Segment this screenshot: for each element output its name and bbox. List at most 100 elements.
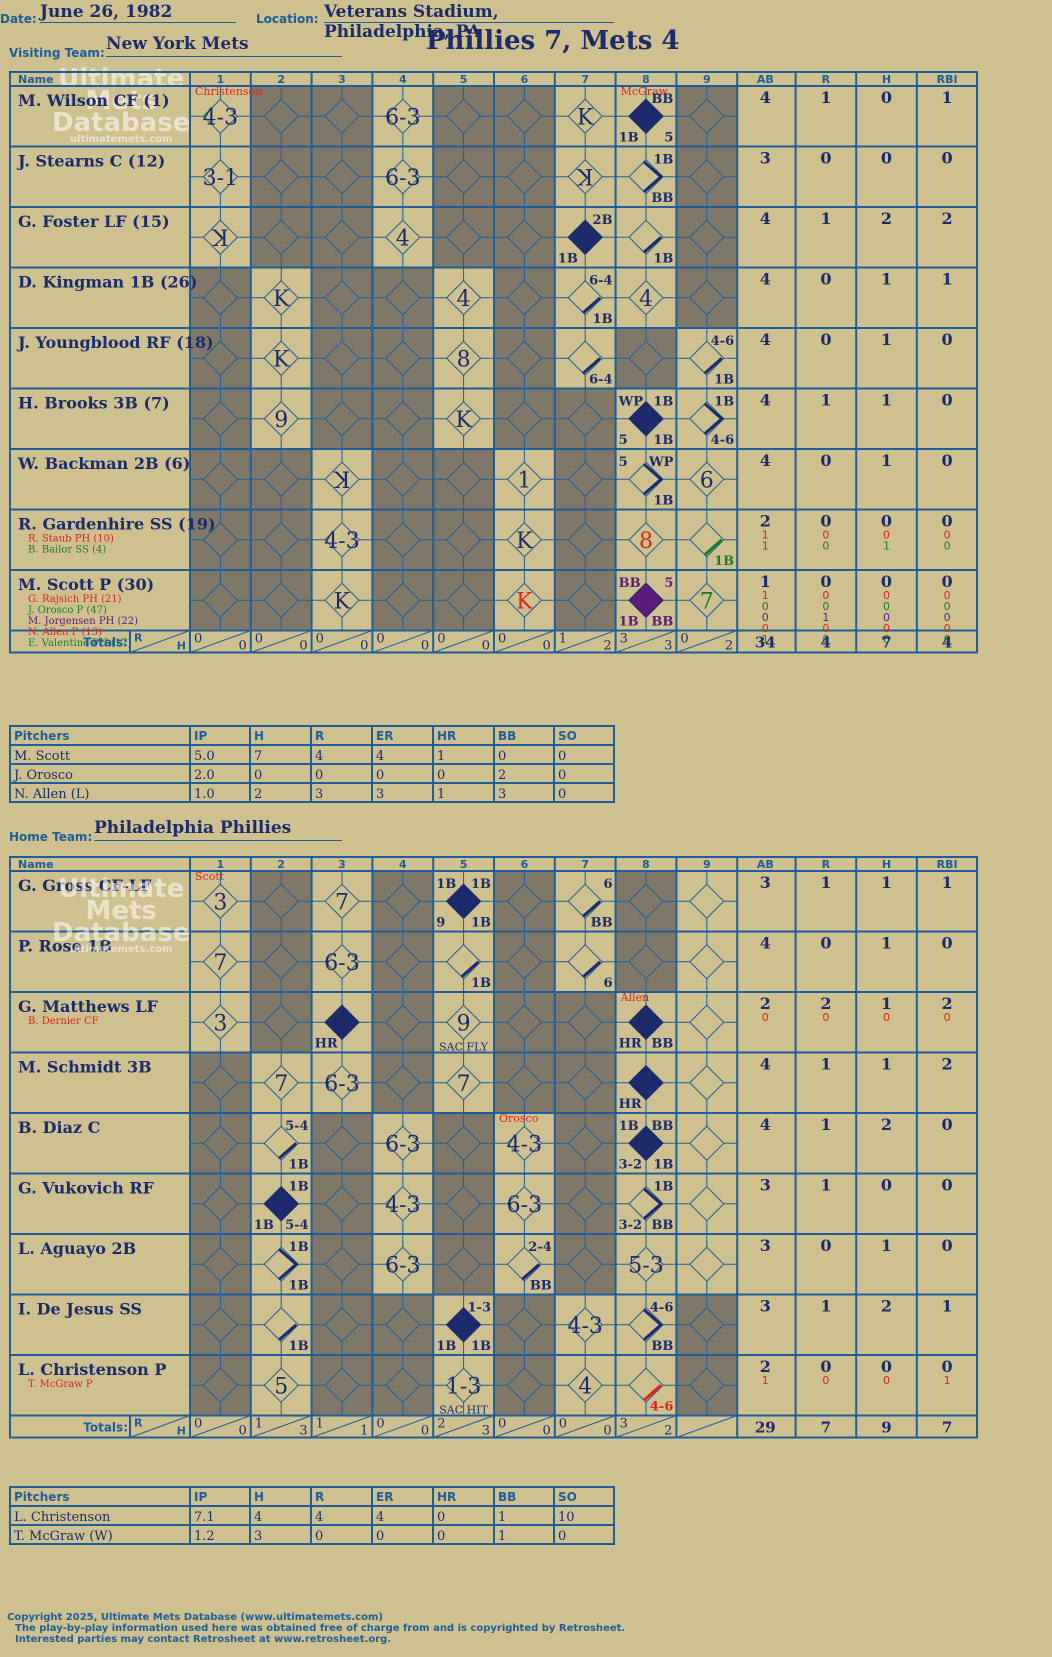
home-play-cell: HR (619, 1065, 664, 1112)
home-pitchers-header: ER (376, 1490, 393, 1504)
home-play-cell: 4-6 (643, 1384, 673, 1415)
home-player-name: L. Aguayo 2B (18, 1239, 136, 1258)
visitor-stat-h: 0 (881, 572, 892, 591)
home-diamond (445, 1065, 482, 1101)
visitor-inning-hits: 0 (299, 639, 307, 654)
play-annotation: 4-6 (711, 433, 735, 448)
play-result: 3 (213, 1011, 227, 1036)
visitor-stat-r: 0 (820, 270, 831, 289)
home-diamond (567, 1367, 603, 1403)
visitor-substitute-name: M. Jorgensen PH (22) (28, 616, 138, 627)
visitor-diamond (445, 461, 482, 497)
home-play-cell: 1B (278, 1323, 309, 1354)
visitor-stat-r: 1 (820, 209, 831, 228)
visitor-diamond (689, 522, 725, 558)
play-result: 1 (517, 468, 531, 493)
visitor-play-cell: 1B BB (643, 153, 673, 206)
home-diamond (506, 1065, 543, 1101)
visitor-diamond (202, 98, 239, 134)
visitor-diamond (628, 159, 664, 195)
home-play-cell: 1B 3-2 BB (619, 1180, 674, 1234)
visitor-diamond (263, 582, 299, 618)
visitor-stat-rbi: 1 (942, 88, 953, 107)
visitor-inning-runs: 1 (559, 632, 567, 647)
home-play-cell: 4-3 (507, 1132, 542, 1157)
home-diamond (385, 944, 421, 980)
home-diamond (263, 1367, 299, 1403)
home-pitchers-table: Pitchers IP H R ER HR BB SOL. Christenson 7.1 4 4 4… (9, 1486, 615, 1545)
play-result: 8 (639, 529, 653, 554)
home-stat-rbi: 0 (942, 1236, 953, 1255)
visitor-diamond (202, 280, 239, 316)
play-result: K (577, 105, 594, 130)
visitor-diamond (445, 159, 482, 195)
home-stat-ab: 2 (760, 1357, 771, 1376)
play-annotation: 1B (289, 1339, 309, 1354)
visitor-play-cell: 8 (457, 347, 471, 372)
visitor-inning-hits: 2 (603, 639, 611, 654)
play-annotation: 1B (436, 1339, 456, 1354)
home-diamond (567, 1186, 603, 1222)
home-diamond (385, 1065, 421, 1101)
visitor-inning-header: 8 (642, 73, 650, 86)
visitor-sub-stat-rbi: 0 (944, 529, 951, 542)
play-annotation: 9 (436, 916, 445, 931)
play-annotation: 1B (471, 916, 491, 931)
visitor-player-name: R. Gardenhire SS (19) (18, 515, 216, 534)
visitor-pitchers-stat: 2 (498, 768, 506, 783)
visitor-diamond (385, 401, 421, 437)
home-stat-h: 1 (881, 1236, 892, 1255)
home-diamond (506, 944, 543, 980)
visitor-sub-stat-ab: 0 (762, 600, 769, 613)
play-result: 6-3 (385, 105, 420, 130)
visitor-player-name: M. Scott P (30) (18, 575, 154, 594)
home-inning-header: 9 (703, 858, 711, 871)
visitor-diamond (628, 461, 664, 497)
visitor-pitchers-header: H (254, 729, 264, 743)
visitor-play-cell: 1B 4-6 (703, 395, 735, 448)
home-diamond (324, 1307, 360, 1343)
home-stat-rbi: 0 (942, 934, 953, 953)
home-sub-stat-r: 0 (822, 1011, 829, 1024)
play-annotation: 1B (558, 252, 578, 267)
visitor-totals-h-label: H (177, 640, 186, 653)
play-annotation: 1B (653, 494, 673, 509)
visitor-stat-header: RBI (937, 73, 958, 86)
home-diamond (202, 1125, 239, 1161)
visitor-inning-runs: 0 (316, 632, 324, 647)
home-totals-label: Totals: (83, 1421, 128, 1435)
footer: Copyright 2025, Ultimate Mets Database (… (7, 1612, 625, 1645)
play-result: 6 (700, 468, 714, 493)
play-annotation: 5-4 (285, 1119, 309, 1134)
visitor-sub-stat-h: 1 (883, 540, 890, 553)
date-value: June 26, 1982 (40, 2, 236, 23)
home-diamond (385, 1246, 421, 1282)
home-diamond (567, 944, 603, 980)
visitor-pitchers-stat: 2 (254, 787, 262, 802)
visitor-stat-h: 0 (881, 88, 892, 107)
footer-retrosheet: The play-by-play information used here w… (15, 1623, 626, 1634)
visitor-stat-h: 0 (881, 512, 892, 531)
visitor-inning-hits: 0 (482, 639, 490, 654)
visitor-stat-h: 2 (881, 209, 892, 228)
play-result: K (455, 408, 472, 433)
visitor-stat-header: R (822, 73, 831, 86)
visitor-pitchers-stat: 0 (558, 787, 566, 802)
play-annotation: BB (651, 191, 673, 206)
home-diamond (628, 944, 664, 980)
watermark-logo-home: Ultimate Mets Database ultimatemets.com (52, 874, 191, 955)
visitor-sub-stat-r: 0 (822, 633, 829, 646)
visitor-stat-r: 0 (820, 149, 831, 168)
home-stat-rbi: 2 (942, 1055, 953, 1074)
home-diamond (385, 883, 421, 919)
visitor-diamond (385, 98, 421, 134)
visitor-diamond (202, 522, 239, 558)
visitor-stat-r: 0 (820, 512, 831, 531)
home-inning-header: 8 (642, 858, 650, 871)
visitor-play-cell: 6-4 (582, 357, 613, 388)
play-annotation: WP (618, 395, 644, 410)
visitor-sub-stat-rbi: 0 (944, 540, 951, 553)
home-diamond (385, 1307, 421, 1343)
visitor-diamond (689, 98, 725, 134)
visitor-play-cell: 3-1 (203, 166, 238, 191)
